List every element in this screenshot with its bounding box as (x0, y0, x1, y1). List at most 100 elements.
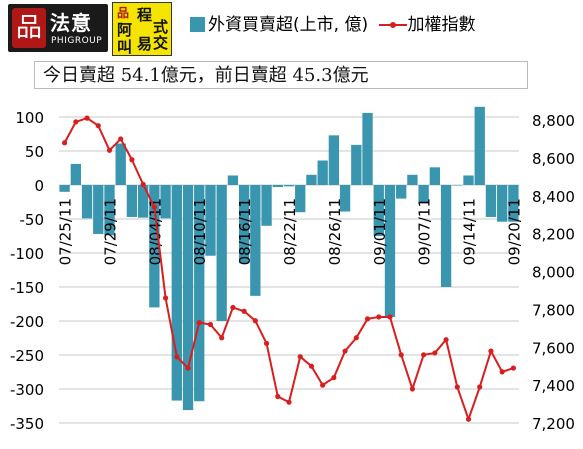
logo2-char-4: 叫 (117, 38, 133, 56)
x-tick-label: 09/07/11 (416, 198, 434, 265)
bar (227, 175, 239, 185)
y-left-tick-label: -100 (10, 245, 44, 263)
bar (216, 185, 227, 321)
index-point (84, 115, 90, 121)
bar (238, 185, 250, 264)
x-tick-label: 08/22/11 (281, 198, 299, 265)
x-tick-label: 07/25/11 (57, 198, 75, 265)
bar (328, 135, 340, 185)
y-right-tick-label: 7,800 (532, 301, 575, 319)
index-point (320, 382, 326, 388)
phigroup-logo: 品 法意 PHIGROUP (8, 4, 108, 52)
bar (194, 185, 205, 402)
y-left-tick-label: 0 (34, 177, 44, 195)
index-point (432, 350, 438, 356)
index-point (185, 365, 191, 371)
index-point (174, 354, 180, 360)
x-tick-label: 09/01/11 (371, 198, 389, 265)
bar (452, 185, 463, 186)
x-tick-label: 09/14/11 (461, 198, 479, 265)
index-point (421, 352, 427, 358)
index-point (454, 384, 460, 390)
bar (373, 185, 384, 236)
bar (272, 185, 283, 188)
bar (418, 185, 429, 204)
logo2-char-6: 交 (153, 34, 169, 52)
bar (362, 112, 373, 185)
index-point (499, 369, 505, 375)
program-trading-logo: 品 阿 程 式 叫 易 交 (112, 2, 172, 56)
y-left-tick-label: -50 (20, 211, 45, 229)
line-legend-swatch (379, 17, 408, 33)
y-left-tick-label: -350 (10, 415, 44, 433)
bar (261, 185, 272, 226)
index-point (275, 393, 281, 400)
y-left-tick-label: -150 (10, 279, 44, 297)
y-left-tick-label: -300 (10, 381, 44, 399)
index-point (409, 386, 416, 392)
bar (250, 185, 261, 296)
bar (182, 185, 194, 411)
y-left-tick-label: -200 (10, 313, 44, 331)
bar (407, 174, 418, 185)
bar (351, 144, 362, 185)
bar (59, 185, 70, 192)
summary-note: 今日賣超 54.1億元，前日賣超 45.3億元 (34, 61, 528, 89)
index-point (106, 147, 113, 153)
bar (93, 185, 104, 234)
x-tick-label: 08/26/11 (326, 198, 344, 265)
index-point (129, 157, 135, 163)
y-right-tick-label: 8,400 (532, 188, 575, 206)
bar (160, 185, 171, 219)
x-tick-label: 09/20/11 (505, 198, 523, 265)
index-point (230, 304, 236, 311)
logo-name: 法意 (50, 11, 92, 35)
index-point (73, 119, 79, 125)
x-tick-label: 08/16/11 (236, 198, 254, 265)
x-tick-label: 07/29/11 (101, 198, 119, 265)
index-point (241, 308, 247, 314)
index-point (207, 321, 214, 328)
bar (81, 185, 93, 219)
bar (115, 143, 126, 185)
chart-legend: 外資買賣超(上市, 億) 加權指數 (190, 10, 475, 35)
index-point (443, 337, 449, 343)
index-point (331, 374, 337, 381)
index-point (140, 181, 146, 187)
index-point (465, 416, 472, 422)
bar (104, 185, 115, 236)
y-left-tick-label: 50 (25, 143, 44, 161)
y-right-tick-label: 7,200 (532, 415, 575, 433)
bar (126, 185, 138, 217)
y-right-tick-label: 8,800 (532, 112, 575, 130)
index-point (118, 136, 124, 142)
logo2-char-3: 式 (153, 18, 169, 36)
y-right-tick-label: 8,200 (532, 226, 575, 244)
bar (384, 185, 396, 317)
index-point (286, 399, 292, 405)
x-tick-label: 08/10/11 (191, 198, 209, 265)
logo-sub: PHIGROUP (51, 36, 103, 46)
y-right-tick-label: 8,000 (532, 264, 575, 282)
bar (295, 185, 306, 213)
y-right-tick-label: 7,400 (532, 377, 575, 395)
index-point (398, 352, 404, 358)
logo2-char-5: 易 (137, 35, 153, 53)
index-point (342, 348, 348, 354)
bar-legend-swatch (190, 17, 205, 32)
bar (508, 185, 519, 222)
bar (440, 185, 452, 287)
line-legend-label: 加權指數 (407, 15, 476, 35)
y-left-tick-label: -250 (10, 347, 44, 365)
bar (317, 160, 328, 185)
index-point (252, 318, 258, 324)
index-point (364, 316, 371, 322)
logo2-mark: 品 (117, 6, 130, 20)
bar (283, 185, 295, 187)
bar (339, 185, 351, 212)
bar (497, 185, 508, 222)
index-point (62, 140, 68, 146)
bar (429, 167, 441, 185)
index-point (387, 314, 393, 320)
